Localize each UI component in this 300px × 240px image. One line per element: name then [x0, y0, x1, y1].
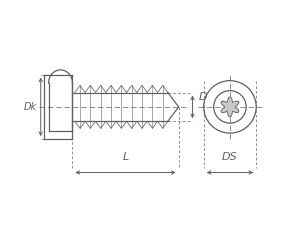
Text: DS: DS: [222, 152, 238, 162]
Text: L: L: [122, 152, 129, 162]
Text: Dk: Dk: [23, 102, 37, 112]
Polygon shape: [221, 97, 239, 117]
Text: D: D: [199, 92, 208, 102]
